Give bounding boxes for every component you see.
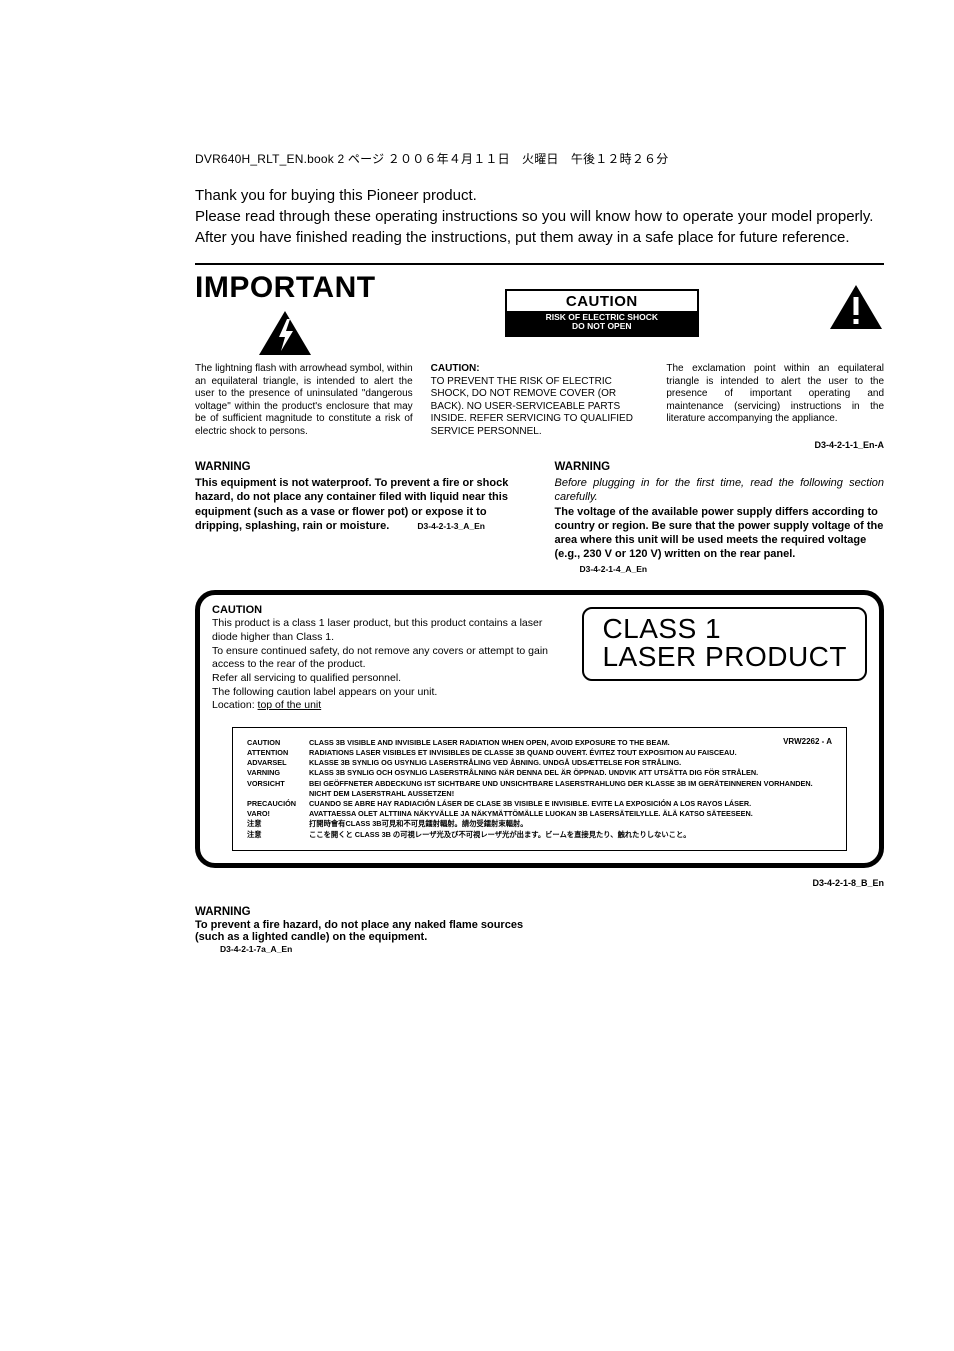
ml-text-8: ここを開くと CLASS 3B の可視レーザ光及び不可視レーザ光が出ます。ビーム… <box>309 830 832 840</box>
warning-right: WARNING Before plugging in for the first… <box>555 460 885 576</box>
doc-code-1: D3-4-2-1-1_En-A <box>195 440 884 450</box>
intro-text: Thank you for buying this Pioneer produc… <box>195 185 884 248</box>
book-header: DVR640H_RLT_EN.book 2 ページ ２００６年４月１１日 火曜日… <box>195 150 884 167</box>
ml-label-8: 注意 <box>247 830 309 840</box>
ml-text-6: AVATTAESSA OLET ALTTIINA NÄKYVÄLLE JA NÄ… <box>309 809 832 819</box>
lightning-triangle-icon <box>257 309 313 357</box>
warning-bottom-body: To prevent a fire hazard, do not place a… <box>195 919 523 943</box>
multilang-caution-label: VRW2262 - A CAUTIONCLASS 3B VISIBLE AND … <box>232 727 847 851</box>
ml-text-2: KLASSE 3B SYNLIG OG USYNLIG LASERSTRÅLIN… <box>309 758 832 768</box>
ml-text-1: RADIATIONS LASER VISIBLES ET INVISIBLES … <box>309 748 832 758</box>
laser-body-2: To ensure continued safety, do not remov… <box>212 645 562 672</box>
warning-title-2: WARNING <box>555 460 885 475</box>
ml-label-6: VARO! <box>247 809 309 819</box>
caution-box: CAUTION RISK OF ELECTRIC SHOCKDO NOT OPE… <box>505 289 699 337</box>
caution-heading: CAUTION: <box>431 363 480 374</box>
warning-left: WARNING This equipment is not waterproof… <box>195 460 525 576</box>
ml-text-4: BEI GEÖFFNETER ABDECKUNG IST SICHTBARE U… <box>309 779 832 799</box>
caution-box-title: CAUTION <box>507 291 697 311</box>
intro-line1: Thank you for buying this Pioneer produc… <box>195 187 477 204</box>
ml-label-0: CAUTION <box>247 738 309 748</box>
important-heading: IMPORTANT <box>195 271 376 305</box>
col-center: CAUTION: TO PREVENT THE RISK OF ELECTRIC… <box>431 363 649 438</box>
doc-code-3: D3-4-2-1-4_A_En <box>580 564 648 575</box>
class1-line2: LASER PRODUCT <box>602 643 847 671</box>
col-center-text: TO PREVENT THE RISK OF ELECTRIC SHOCK, D… <box>431 376 633 437</box>
laser-location: Location: top of the unit <box>212 699 562 713</box>
intro-line2: Please read through these operating inst… <box>195 208 873 246</box>
ml-text-5: CUANDO SE ABRE HAY RADIACIÓN LÁSER DE CL… <box>309 799 832 809</box>
vrw-code: VRW2262 - A <box>783 736 832 747</box>
ml-label-2: ADVARSEL <box>247 758 309 768</box>
warning-title-1: WARNING <box>195 460 525 475</box>
doc-code-5: D3-4-2-1-7a_A_En <box>220 944 292 954</box>
ml-label-4: VORSICHT <box>247 779 309 799</box>
laser-caution-heading: CAUTION <box>212 603 562 617</box>
exclamation-triangle-icon <box>828 283 884 331</box>
caution-box-subtitle: RISK OF ELECTRIC SHOCKDO NOT OPEN <box>507 311 697 335</box>
ml-label-5: PRECAUCIÓN <box>247 799 309 809</box>
col-left-text: The lightning flash with arrowhead symbo… <box>195 363 413 438</box>
class1-badge: CLASS 1 LASER PRODUCT <box>582 607 867 681</box>
ml-text-0: CLASS 3B VISIBLE AND INVISIBLE LASER RAD… <box>309 738 832 748</box>
doc-code-4: D3-4-2-1-8_B_En <box>195 878 884 888</box>
warning-bottom: WARNING To prevent a fire hazard, do not… <box>195 906 526 955</box>
col-right-text: The exclamation point within an equilate… <box>666 363 884 438</box>
doc-code-2: D3-4-2-1-3_A_En <box>417 521 485 532</box>
ml-text-3: KLASS 3B SYNLIG OCH OSYNLIG LASERSTRÅLNI… <box>309 768 832 778</box>
ml-label-7: 注意 <box>247 819 309 829</box>
laser-body-1: This product is a class 1 laser product,… <box>212 617 562 644</box>
ml-label-1: ATTENTION <box>247 748 309 758</box>
laser-body-3: Refer all servicing to qualified personn… <box>212 672 562 686</box>
laser-caution-box: CAUTION This product is a class 1 laser … <box>195 590 884 868</box>
warning-right-bold: The voltage of the available power suppl… <box>555 506 884 561</box>
ml-label-3: VARNING <box>247 768 309 778</box>
warning-title-3: WARNING <box>195 906 526 918</box>
warning-right-italic: Before plugging in for the first time, r… <box>555 476 885 505</box>
divider <box>195 263 884 265</box>
class1-line1: CLASS 1 <box>602 615 847 643</box>
important-section: IMPORTANT CAUTION RISK OF ELECTRIC SHOCK… <box>195 271 884 450</box>
laser-body-4: The following caution label appears on y… <box>212 686 562 700</box>
ml-text-7: 打開時會有CLASS 3B可見和不可見鐳射輻射。請勿受鐳射束輻射。 <box>309 819 832 829</box>
